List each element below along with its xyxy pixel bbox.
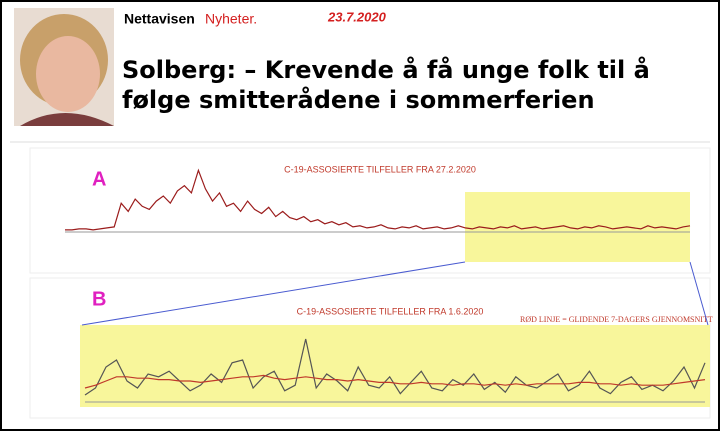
panel-label: A [92, 168, 106, 190]
series-line [84, 374, 706, 389]
highlight [80, 325, 710, 407]
chart-title: C-19-ASSOSIERTE TILFELLER FRA 1.6.2020 [297, 306, 484, 316]
chart-title: C-19-ASSOSIERTE TILFELLER FRA 27.2.2020 [284, 164, 476, 174]
annotation: RØD LINJE = GLIDENDE 7-DAGERS GJENNOMSNI… [520, 315, 713, 324]
series-line [65, 168, 691, 231]
charts: A C-19-ASSOSIERTE TILFELLER FRA 27.2.2020… [29, 147, 713, 419]
date: 23.7.2020 [327, 9, 387, 24]
section: Nyheter. [205, 11, 257, 27]
headline-box: Solberg: – Krevende å få unge folk til å… [122, 56, 650, 114]
panel-label: B [92, 288, 106, 310]
zoom-link [81, 261, 466, 326]
headline: Solberg: – Krevende å få unge folk til å… [122, 56, 650, 114]
brand: Nettavisen [124, 11, 195, 27]
series-line [84, 338, 706, 396]
zoom-link [689, 261, 709, 326]
photo [14, 8, 114, 126]
